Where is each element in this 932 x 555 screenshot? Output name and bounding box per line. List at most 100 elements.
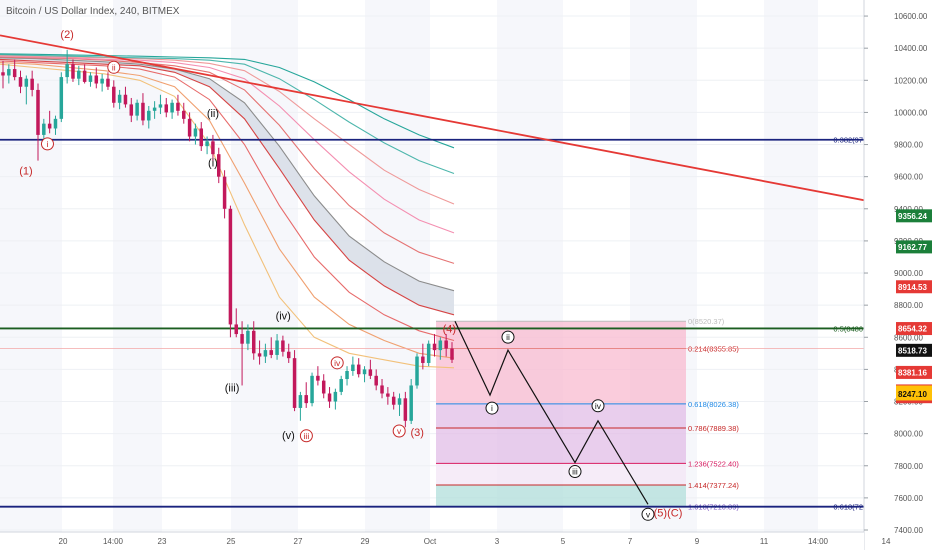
candle-body-51 xyxy=(298,395,303,408)
session-band-1 xyxy=(113,0,162,532)
candle-body-35 xyxy=(205,141,209,147)
candle-body-55 xyxy=(321,380,326,394)
candle-body-39 xyxy=(228,208,233,325)
fib-level-label-1: 0.214(8355.85) xyxy=(688,345,739,354)
candle-body-28 xyxy=(164,104,169,113)
candle-body-68 xyxy=(397,398,402,405)
price-tag-3 xyxy=(896,322,932,336)
candle-body-38 xyxy=(222,176,227,209)
x-tick-label-5: 29 xyxy=(361,537,370,546)
candle-body-5 xyxy=(30,78,34,90)
x-tick-label-9: 7 xyxy=(628,537,633,546)
candle-body-37 xyxy=(217,154,221,177)
wave-circle-9 xyxy=(299,429,313,443)
candle-body-57 xyxy=(333,391,338,402)
y-tick-label-9: 8800.00 xyxy=(894,301,923,310)
price-tag-label-1: 9162.77 xyxy=(898,243,927,252)
fib-level-label-0: 0(8520.37) xyxy=(688,317,725,326)
price-tag-9 xyxy=(896,387,932,401)
y-tick-label-15: 7600.00 xyxy=(894,494,923,503)
candle-body-33 xyxy=(193,128,198,137)
candle-body-3 xyxy=(18,77,23,87)
candle-body-62 xyxy=(362,369,367,375)
wave-label-3: ii xyxy=(112,62,116,72)
chart-title: Bitcoin / US Dollar Index, 240, BITMEX xyxy=(6,6,180,17)
y-tick-label-10: 8600.00 xyxy=(894,333,923,342)
ribbon-line-ma-2 xyxy=(0,62,455,359)
candle-body-50 xyxy=(292,358,297,408)
candle-body-71 xyxy=(415,356,419,386)
candle-body-73 xyxy=(426,343,431,363)
y-tick-label-4: 9800.00 xyxy=(894,141,923,150)
y-tick-label-3: 10000.00 xyxy=(894,108,928,117)
fib-zone-1 xyxy=(436,403,686,464)
wave-label-18: v xyxy=(646,509,651,519)
wave-label-9: iii xyxy=(304,431,310,441)
candle-body-14 xyxy=(82,70,87,82)
wave-circle-3 xyxy=(107,60,121,74)
wave-label-5: (ii) xyxy=(207,108,219,120)
wave-label-15: ii xyxy=(506,332,510,342)
wave-label-2: i xyxy=(47,139,49,149)
x-tick-label-12: 14:00 xyxy=(808,537,829,546)
wave-circle-17 xyxy=(591,399,605,413)
candle-body-2 xyxy=(12,69,17,78)
candle-body-20 xyxy=(117,94,122,103)
candle-body-30 xyxy=(176,102,180,111)
candle-body-11 xyxy=(65,64,69,78)
candle-body-44 xyxy=(257,353,262,357)
candle-body-21 xyxy=(123,94,128,105)
wave-label-6: (iii) xyxy=(225,382,240,394)
price-tag-label-3: 8654.32 xyxy=(898,325,927,334)
y-tick-label-13: 8000.00 xyxy=(894,430,923,439)
candle-body-49 xyxy=(286,351,291,359)
x-tick-label-10: 9 xyxy=(695,537,700,546)
y-tick-label-8: 9000.00 xyxy=(894,269,923,278)
candle-body-1 xyxy=(7,69,11,76)
wave-circle-14 xyxy=(485,401,499,415)
ribbon-line-ma-8 xyxy=(0,54,455,205)
candle-body-70 xyxy=(409,385,413,421)
candle-body-36 xyxy=(211,141,215,155)
wave-label-4: (i) xyxy=(208,158,218,170)
candle-body-7 xyxy=(42,123,46,135)
candle-body-63 xyxy=(368,369,373,376)
candle-body-13 xyxy=(77,70,81,79)
candle-body-19 xyxy=(112,86,116,103)
candle-body-27 xyxy=(158,104,163,108)
wave-circle-18 xyxy=(641,507,655,521)
wave-label-14: i xyxy=(491,403,493,413)
candle-body-77 xyxy=(450,348,454,360)
ribbon-line-ma-4 xyxy=(0,58,455,316)
wave-label-8: (v) xyxy=(282,430,295,442)
candle-body-56 xyxy=(327,393,332,402)
y-tick-label-14: 7800.00 xyxy=(894,462,923,471)
price-tag-4 xyxy=(896,343,932,357)
hline-label-1: 0.5(8480 xyxy=(833,324,863,333)
candle-body-53 xyxy=(310,375,314,404)
fib-level-label-3: 0.786(7889.38) xyxy=(688,424,739,433)
candle-body-24 xyxy=(141,102,145,121)
wave-label-0: (1) xyxy=(19,166,32,178)
candle-body-72 xyxy=(421,356,425,363)
fib-level-label-4: 1.236(7522.40) xyxy=(688,459,739,468)
candle-body-25 xyxy=(147,110,151,121)
candle-body-0 xyxy=(1,72,5,76)
candle-body-32 xyxy=(187,118,192,137)
session-band-6 xyxy=(764,0,818,532)
candle-body-67 xyxy=(391,396,396,405)
y-tick-label-2: 10200.00 xyxy=(894,76,928,85)
ribbon-line-ma-7 xyxy=(0,55,455,234)
candle-body-23 xyxy=(135,102,139,116)
candle-body-61 xyxy=(356,364,361,375)
candle-body-47 xyxy=(275,340,279,355)
price-tag-label-2: 8914.53 xyxy=(898,283,927,292)
candle-body-41 xyxy=(240,334,244,344)
candle-body-22 xyxy=(129,104,134,116)
price-tag-2 xyxy=(896,280,932,294)
y-tick-label-1: 10400.00 xyxy=(894,44,928,53)
wave-circle-16 xyxy=(568,465,582,479)
price-tag-label-5: 8381.16 xyxy=(898,368,927,377)
